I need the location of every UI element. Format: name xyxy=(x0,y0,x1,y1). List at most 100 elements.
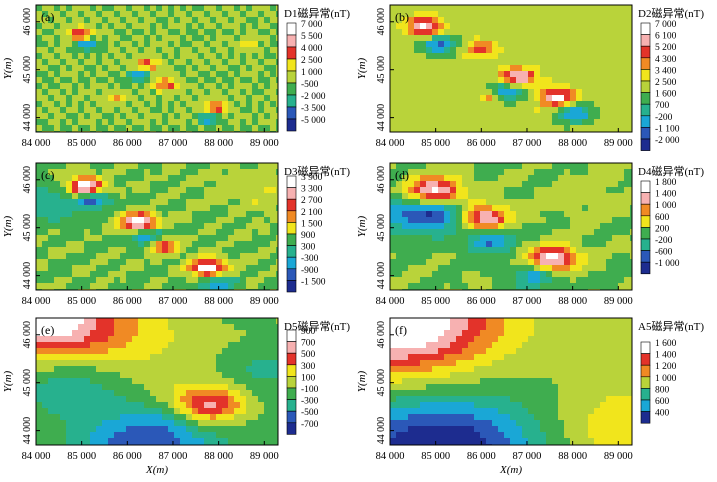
field-cell xyxy=(114,211,120,217)
field-cell xyxy=(246,420,252,426)
field-cell xyxy=(450,71,456,77)
field-cell xyxy=(174,283,180,289)
field-cell xyxy=(528,181,534,187)
field-cell xyxy=(570,217,576,223)
field-cell xyxy=(552,271,558,277)
field-cell xyxy=(510,53,516,59)
field-cell xyxy=(618,247,624,253)
field-cell xyxy=(450,426,456,432)
field-cell xyxy=(42,193,48,199)
field-cell xyxy=(78,318,84,324)
field-cell xyxy=(66,336,72,342)
field-cell xyxy=(246,77,252,83)
field-cell xyxy=(162,199,168,205)
field-cell xyxy=(216,163,222,169)
field-cell xyxy=(390,95,396,101)
field-cell xyxy=(606,187,612,193)
field-cell xyxy=(144,205,150,211)
field-cell xyxy=(108,235,114,241)
field-cell xyxy=(120,217,126,223)
field-cell xyxy=(540,65,546,71)
field-cell xyxy=(618,235,624,241)
field-cell xyxy=(420,438,426,444)
field-cell xyxy=(60,247,66,253)
field-cell xyxy=(120,113,126,119)
field-cell xyxy=(126,205,132,211)
field-cell xyxy=(36,119,42,125)
field-cell xyxy=(438,187,444,193)
field-cell xyxy=(408,426,414,432)
field-cell xyxy=(252,101,258,107)
field-cell xyxy=(168,348,174,354)
field-cell xyxy=(534,65,540,71)
field-cell xyxy=(270,342,276,348)
field-cell xyxy=(192,336,198,342)
field-cell xyxy=(240,41,246,47)
field-cell xyxy=(576,247,582,253)
field-cell xyxy=(246,414,252,420)
field-cell xyxy=(144,119,150,125)
field-cell xyxy=(102,193,108,199)
field-cell xyxy=(114,41,120,47)
field-cell xyxy=(180,77,186,83)
field-cell xyxy=(582,235,588,241)
field-cell xyxy=(36,372,42,378)
field-cell xyxy=(492,205,498,211)
field-cell xyxy=(72,378,78,384)
field-cell xyxy=(72,41,78,47)
field-cell xyxy=(240,342,246,348)
field-cell xyxy=(582,41,588,47)
field-cell xyxy=(408,193,414,199)
field-cell xyxy=(228,205,234,211)
field-cell xyxy=(60,283,66,289)
field-cell xyxy=(36,235,42,241)
field-cell xyxy=(486,59,492,65)
field-cell xyxy=(102,83,108,89)
field-cell xyxy=(174,95,180,101)
field-cell xyxy=(228,378,234,384)
field-cell xyxy=(264,53,270,59)
field-cell xyxy=(156,283,162,289)
field-cell xyxy=(408,217,414,223)
field-cell xyxy=(510,119,516,125)
field-cell xyxy=(96,432,102,438)
field-cell xyxy=(528,169,534,175)
field-cell xyxy=(246,113,252,119)
field-cell xyxy=(270,113,276,119)
field-cell xyxy=(210,229,216,235)
field-cell xyxy=(540,83,546,89)
field-cell xyxy=(432,384,438,390)
field-cell xyxy=(144,390,150,396)
field-cell xyxy=(600,23,606,29)
field-cell xyxy=(570,5,576,11)
field-cell xyxy=(84,277,90,283)
field-cell xyxy=(486,229,492,235)
field-cell xyxy=(432,23,438,29)
field-cell xyxy=(576,283,582,289)
field-cell xyxy=(162,408,168,414)
field-cell xyxy=(210,107,216,113)
field-cell xyxy=(42,65,48,71)
field-cell xyxy=(498,59,504,65)
field-cell xyxy=(438,336,444,342)
field-cell xyxy=(516,59,522,65)
field-cell xyxy=(252,318,258,324)
field-cell xyxy=(156,390,162,396)
field-cell xyxy=(486,119,492,125)
field-cell xyxy=(474,199,480,205)
field-cell xyxy=(558,223,564,229)
field-cell xyxy=(228,283,234,289)
field-cell xyxy=(588,65,594,71)
field-cell xyxy=(522,235,528,241)
field-cell xyxy=(264,101,270,107)
colorbar-swatch xyxy=(641,104,650,116)
field-cell xyxy=(162,420,168,426)
field-cell xyxy=(60,125,66,131)
field-cell xyxy=(570,77,576,83)
field-cell xyxy=(84,426,90,432)
field-cell xyxy=(54,23,60,29)
field-cell xyxy=(522,41,528,47)
field-cell xyxy=(78,65,84,71)
field-cell xyxy=(174,17,180,23)
